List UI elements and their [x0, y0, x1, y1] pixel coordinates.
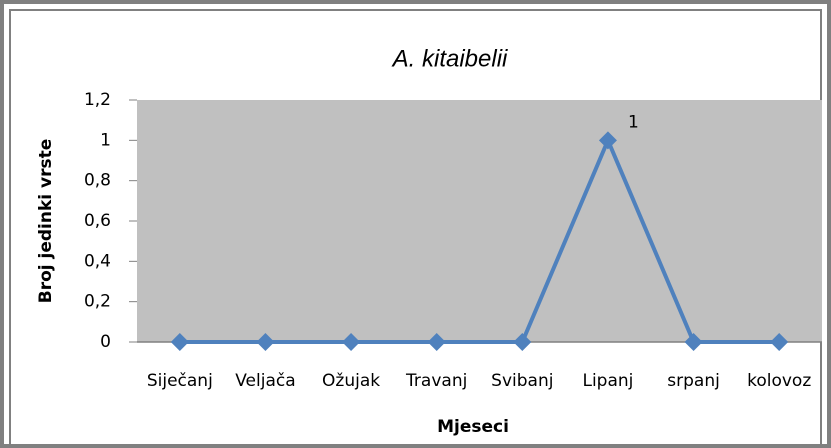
y-tick-label: 1: [100, 130, 111, 150]
data-point: [684, 333, 703, 351]
data-point: [513, 333, 532, 351]
data-line: [179, 135, 780, 344]
data-point: [427, 333, 446, 351]
data-point: [170, 333, 189, 351]
x-tick-label: Lipanj: [582, 371, 633, 391]
plot-area: [137, 100, 822, 342]
y-tick-label: 0: [100, 332, 111, 352]
x-tick-label: Ožujak: [322, 371, 380, 391]
y-tick-label: 0,6: [84, 211, 111, 231]
data-point: [598, 131, 617, 150]
data-point: [770, 333, 789, 351]
y-tick-label: 0,2: [84, 292, 111, 312]
chart-title: A. kitaibelii: [391, 45, 508, 72]
x-tick-label: srpanj: [667, 371, 720, 391]
x-tick-label: Siječanj: [147, 371, 213, 391]
data-label: 1: [628, 112, 639, 132]
x-tick-label: Travanj: [405, 371, 467, 391]
y-tick-label: 0,8: [84, 171, 111, 191]
x-axis-label: Mjeseci: [437, 417, 509, 437]
data-point: [342, 333, 361, 351]
y-axis-label: Broj jedinki vrste: [36, 139, 56, 304]
x-tick-label: Svibanj: [491, 371, 553, 391]
y-tick-label: 0,4: [84, 251, 111, 271]
x-tick-label: kolovoz: [747, 371, 811, 391]
x-tick-label: Veljača: [235, 371, 295, 391]
data-point: [256, 333, 275, 351]
y-tick-label: 1,2: [84, 90, 111, 110]
